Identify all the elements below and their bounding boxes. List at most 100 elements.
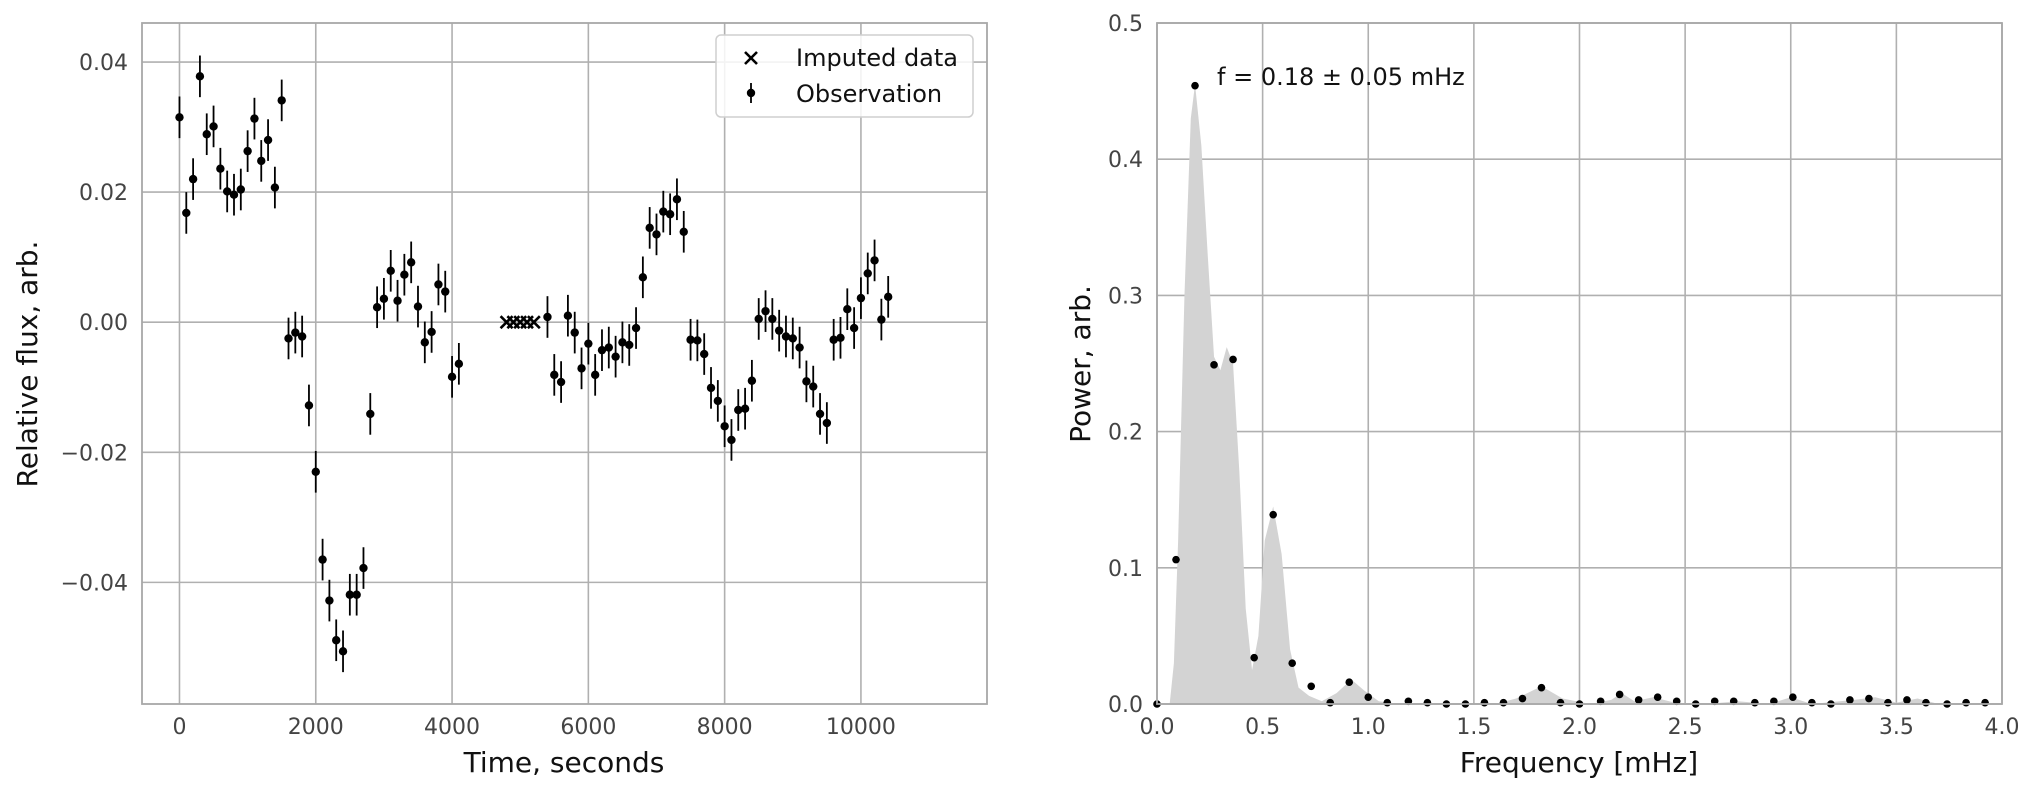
spectrum-point [1210, 361, 1218, 369]
legend-observation-label: Observation [796, 80, 942, 108]
observation-dot [734, 405, 743, 415]
observation-dot [379, 294, 389, 303]
observation-dot [883, 292, 893, 302]
observation-dot [447, 372, 457, 382]
observation-dot [222, 187, 232, 196]
observation-point [672, 178, 682, 221]
observation-dot [645, 223, 654, 233]
observation-dot [877, 315, 886, 324]
observation-point [202, 113, 211, 156]
spectrum-point [1789, 693, 1797, 701]
left-tick-labels: 0 2000 4000 6000 8000 10000 −0.04 −0.02 0.00 0.02… [61, 51, 896, 740]
observation-point [304, 384, 314, 427]
spectrum-point [1307, 682, 1316, 691]
right-marks [1153, 81, 2002, 708]
observation-point [877, 298, 886, 341]
observation-point [216, 147, 225, 190]
spectrum-point [1518, 694, 1527, 703]
observation-point [781, 315, 791, 358]
observation-point [679, 210, 688, 253]
right-y-tick-label: 0.2 [1108, 421, 1143, 446]
right-y-axis-label: Power, arb. [1064, 285, 1097, 443]
observation-dot [713, 396, 723, 406]
observation-point [406, 241, 416, 284]
right-x-tick-label: 2.5 [1668, 715, 1703, 740]
observation-dot [849, 323, 859, 333]
observation-point [257, 140, 266, 182]
left-marks [175, 55, 893, 673]
spectrum-point [1480, 698, 1489, 707]
observation-point [332, 619, 341, 662]
observation-dot [188, 174, 198, 184]
frequency-annotation: f = 0.18 ± 0.05 mHz [1217, 63, 1465, 91]
left-y-tick-label: −0.02 [61, 441, 128, 466]
right-y-tick-label: 0.4 [1108, 148, 1143, 173]
observation-dot [195, 72, 205, 81]
left-x-tick-label: 2000 [288, 715, 344, 740]
observation-dot [747, 376, 757, 385]
left-y-tick-label: −0.04 [61, 571, 128, 596]
observation-dot [754, 314, 763, 324]
observation-dot [829, 335, 838, 344]
observation-point [366, 393, 375, 435]
spectrum-point [1653, 693, 1662, 701]
observation-point [447, 356, 457, 398]
spectrum-point [1288, 659, 1296, 667]
spectrum-point [1345, 678, 1354, 687]
observation-point [188, 158, 198, 200]
observation-dot [236, 185, 246, 194]
observation-dot [345, 590, 355, 599]
right-x-tick-label: 0.0 [1140, 715, 1175, 740]
left-y-tick-label: 0.02 [79, 181, 128, 206]
observation-dot [577, 364, 586, 373]
observation-dot [740, 404, 750, 413]
observation-dot [216, 164, 225, 173]
left-plot-frame [141, 22, 988, 705]
observation-point [652, 213, 661, 256]
observation-dot [802, 377, 811, 386]
observation-dot [625, 340, 634, 350]
observation-dot [325, 596, 334, 605]
observation-dot [175, 113, 184, 122]
observation-point [570, 311, 579, 354]
observation-dot [727, 435, 736, 445]
spectrum-point [1269, 510, 1277, 519]
observation-dot [250, 114, 259, 123]
observation-point [870, 239, 879, 282]
observation-point [720, 405, 729, 448]
observation-point [325, 579, 334, 622]
observation-point [795, 326, 804, 369]
observation-dot [686, 335, 695, 344]
observation-point [277, 79, 286, 122]
observation-dot [372, 303, 382, 312]
right-x-tick-label: 4.0 [1985, 715, 2020, 740]
observation-point [434, 263, 443, 306]
spectrum-point [1229, 355, 1237, 364]
observation-dot [652, 230, 661, 239]
observation-point [413, 285, 423, 328]
spectrum-point [1250, 653, 1258, 662]
legend: Imputed data Observation [715, 34, 974, 118]
observation-dot [843, 304, 852, 314]
right-y-tick-label: 0.1 [1108, 557, 1143, 582]
spectrum-point [1981, 698, 1989, 707]
observation-point [175, 96, 184, 139]
spectrum-point [1846, 696, 1854, 704]
observation-point [182, 192, 191, 234]
observation-dot [665, 210, 675, 219]
observation-dot [822, 418, 832, 428]
observation-dot [318, 555, 327, 564]
observation-point [379, 277, 389, 320]
observation-point [338, 630, 348, 673]
observation-point [638, 256, 648, 299]
observation-point [802, 360, 811, 403]
observation-point [768, 298, 777, 340]
observation-point [863, 252, 872, 295]
observation-dot [781, 332, 791, 341]
spectrum-point [1556, 698, 1565, 707]
observation-dot [338, 647, 348, 656]
observation-dot [243, 146, 252, 156]
observation-point [645, 207, 654, 249]
observation-dot [556, 377, 566, 387]
observation-dot [870, 256, 879, 265]
